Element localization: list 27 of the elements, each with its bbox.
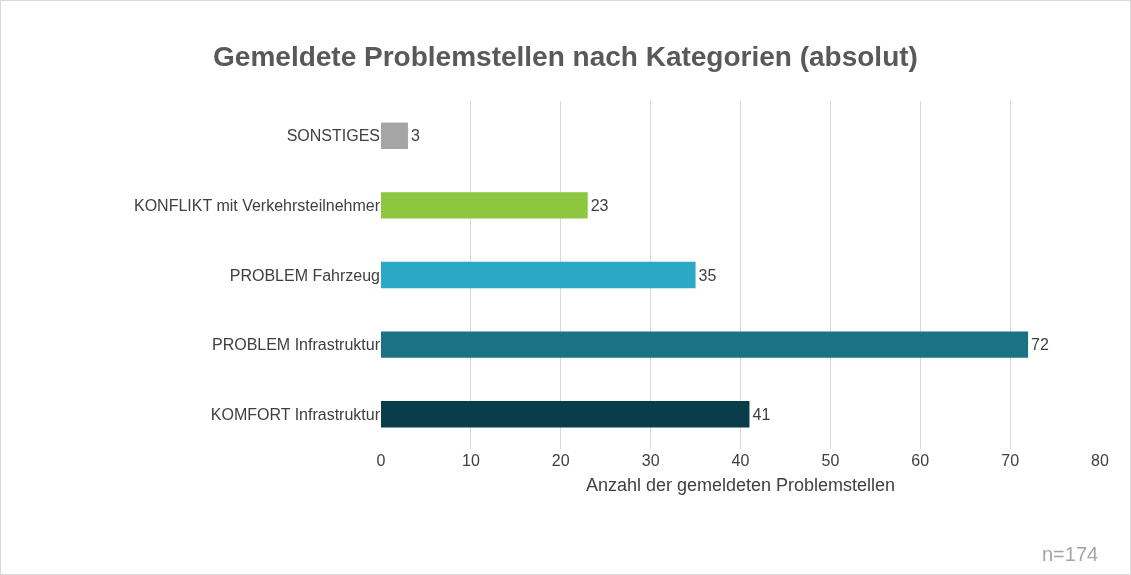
x-axis-title: Anzahl der gemeldeten Problemstellen [585, 475, 896, 496]
y-tick-label: KOMFORT Infrastruktur [210, 405, 381, 423]
x-tick-label: 80 [1091, 452, 1109, 469]
bar [381, 261, 696, 289]
x-tick-label: 50 [821, 452, 840, 469]
chart-title: Gemeldete Problemstellen nach Kategorien (absolut) [213, 41, 918, 73]
data-label: 72 [1031, 336, 1049, 354]
y-tick-label: SONSTIGES [286, 127, 380, 145]
bar [381, 400, 750, 428]
x-tick-label: 10 [461, 452, 480, 469]
data-label: 41 [752, 405, 771, 423]
bar [381, 122, 408, 150]
y-tick-label: PROBLEM Infrastruktur [211, 336, 381, 354]
x-tick-label: 0 [376, 452, 386, 469]
data-label: 35 [698, 266, 717, 284]
y-tick-label: KONFLIKT mit Verkehrsteilnehmer [133, 197, 381, 214]
data-label: 23 [590, 196, 609, 214]
bar [381, 192, 588, 219]
data-label: 3 [410, 127, 420, 145]
x-tick-label: 40 [731, 452, 750, 469]
text: n=174 [1042, 543, 1099, 565]
x-tick-label: 20 [551, 452, 570, 469]
bar [381, 331, 1029, 358]
x-tick-label: 70 [1001, 452, 1020, 469]
x-tick-label: 60 [911, 452, 930, 469]
y-tick-label: PROBLEM Fahrzeug [229, 266, 380, 284]
x-tick-label: 30 [641, 452, 660, 469]
